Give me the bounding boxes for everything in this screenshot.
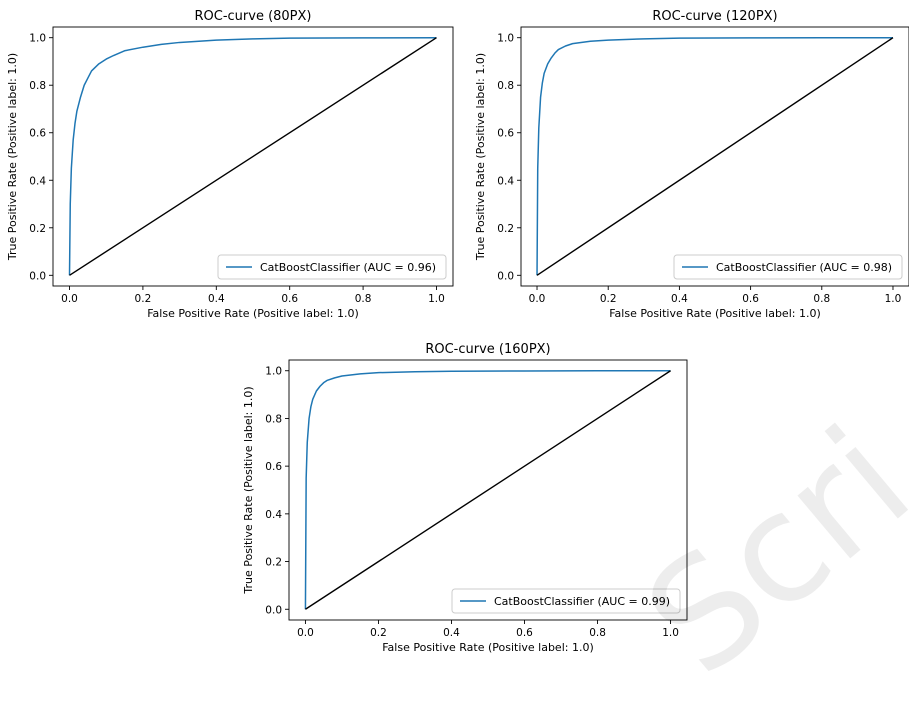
legend-label: CatBoostClassifier (AUC = 0.96) [260,261,436,274]
legend-box [451,588,681,614]
roc-chart-3: 0.0 0.2 0.4 0.6 0.8 1.0 0.0 0.2 0.4 0.6 0.8 1.0 ROC-… [242,342,688,654]
legend: CatBoostClassifier (AUC = 0.98) [673,254,903,280]
y-tick-label: 0.2 [29,223,46,235]
roc-chart-2: 0.0 0.2 0.4 0.6 0.8 1.0 0.0 0.2 0.4 0.6 0.8 1.0 ROC-… [474,9,909,320]
legend-label: CatBoostClassifier (AUC = 0.98) [716,261,892,274]
x-tick-label: 0.8 [355,293,372,305]
roc-curve-line [304,369,671,610]
legend-box [217,254,447,280]
x-tick-label: 1.0 [428,293,445,305]
y-tick-label: 0.2 [265,557,282,569]
y-tick-label: 0.4 [29,175,46,187]
y-tick-label: 0.8 [497,80,514,92]
x-tick-label: 1.0 [885,293,902,305]
y-tick-label: 0.6 [497,128,514,140]
roc-curve-line [68,36,437,276]
y-tick-label: 0.8 [265,413,282,425]
y-tick-label: 0.8 [29,80,46,92]
y-axis-label: True Positive Rate (Positive label: 1.0) [474,53,487,261]
y-tick-label: 1.0 [29,33,46,45]
x-tick-label: 0.0 [297,627,314,639]
axes-frame [288,359,688,621]
y-tick-label: 0.0 [497,270,514,282]
y-axis-label: True Positive Rate (Positive label: 1.0) [242,386,255,594]
x-tick-label: 0.6 [516,627,533,639]
roc-chart-1: 0.0 0.2 0.4 0.6 0.8 1.0 0.0 0.2 0.4 0.6 0.8 1.0 ROC-… [6,9,454,320]
x-tick-label: 1.0 [662,627,679,639]
chance-diagonal-line [536,37,894,276]
chance-diagonal-line [305,370,671,610]
y-axis-label: True Positive Rate (Positive label: 1.0) [6,53,19,261]
x-tick-label: 0.2 [370,627,387,639]
y-tick-label: 0.6 [265,461,282,473]
x-tick-label: 0.4 [208,293,225,305]
x-tick-label: 0.2 [135,293,152,305]
y-tick-label: 1.0 [265,366,282,378]
chance-diagonal-line [69,37,437,276]
legend-box [673,254,903,280]
y-tick-label: 0.0 [265,604,282,616]
y-tick-label: 0.4 [497,175,514,187]
legend-label: CatBoostClassifier (AUC = 0.99) [494,595,670,608]
roc-curve-line [536,36,893,276]
x-tick-label: 0.0 [529,293,546,305]
y-tick-label: 1.0 [497,33,514,45]
x-tick-label: 0.8 [813,293,830,305]
y-tick-label: 0.6 [29,128,46,140]
x-axis-label: False Positive Rate (Positive label: 1.0… [382,641,594,654]
x-tick-label: 0.6 [281,293,298,305]
legend: CatBoostClassifier (AUC = 0.96) [217,254,447,280]
figure: 0.0 0.2 0.4 0.6 0.8 1.0 0.0 0.2 0.4 0.6 0.8 1.0 ROC-… [6,9,909,654]
chart-title: ROC-curve (120PX) [652,9,777,24]
chart-title: ROC-curve (80PX) [194,9,311,24]
axes-frame [52,26,454,287]
x-tick-label: 0.4 [443,627,460,639]
legend: CatBoostClassifier (AUC = 0.99) [451,588,681,614]
x-axis-label: False Positive Rate (Positive label: 1.0… [147,307,359,320]
x-tick-label: 0.6 [742,293,759,305]
chart-title: ROC-curve (160PX) [425,342,550,357]
x-tick-label: 0.8 [589,627,606,639]
x-tick-label: 0.4 [671,293,688,305]
x-tick-label: 0.2 [600,293,617,305]
x-tick-label: 0.0 [61,293,78,305]
y-tick-label: 0.2 [497,223,514,235]
x-axis-label: False Positive Rate (Positive label: 1.0… [609,307,821,320]
axes-frame [520,26,909,287]
y-tick-label: 0.0 [29,270,46,282]
y-tick-label: 0.4 [265,509,282,521]
